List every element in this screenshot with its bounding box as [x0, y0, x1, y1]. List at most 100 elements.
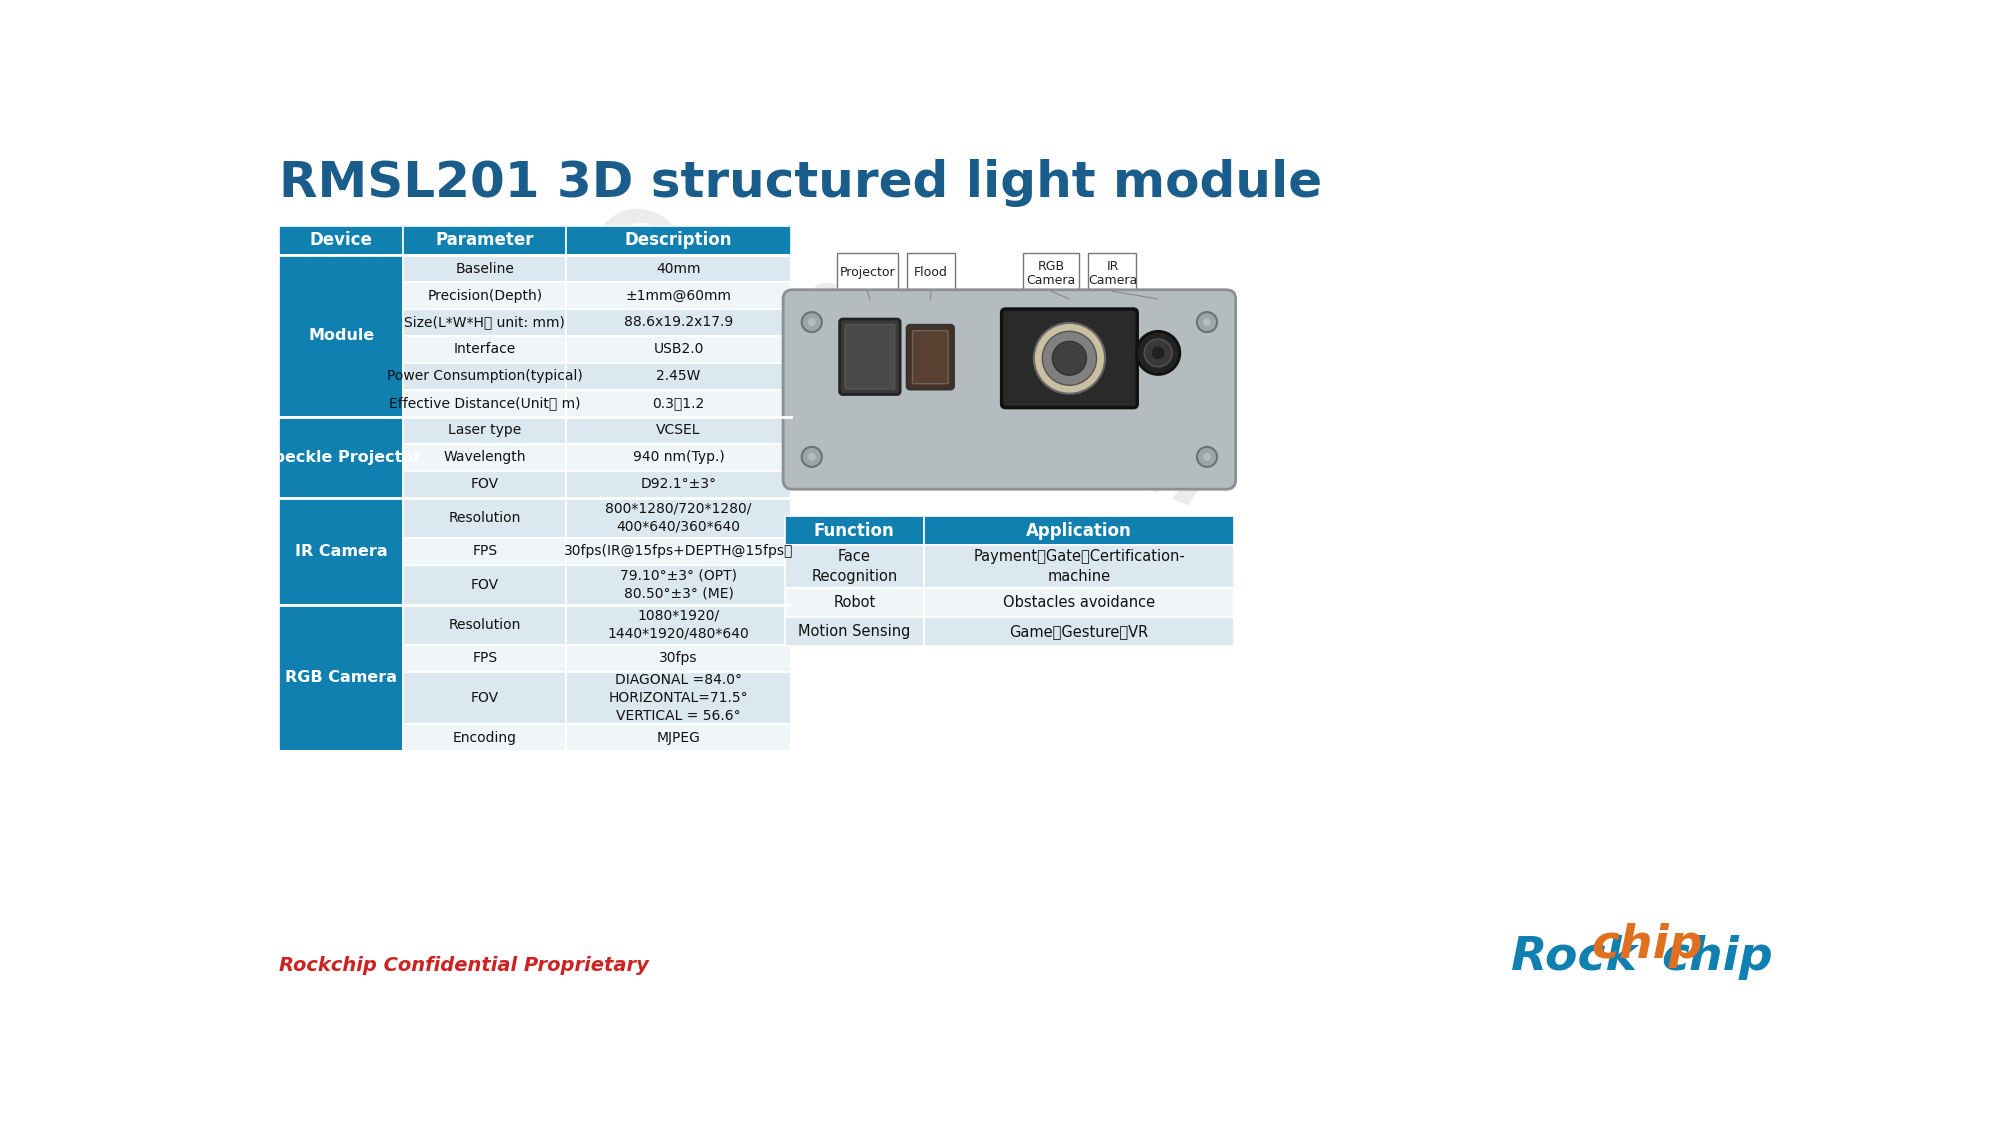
Bar — [404, 336, 565, 363]
Bar — [785, 587, 923, 616]
Text: Description: Description — [625, 232, 731, 250]
Bar — [923, 546, 1233, 587]
Circle shape — [1041, 332, 1097, 385]
Circle shape — [801, 447, 821, 467]
Text: 30fps(IR@15fps+DEPTH@15fps）: 30fps(IR@15fps+DEPTH@15fps） — [563, 544, 793, 558]
Bar — [404, 390, 565, 417]
Bar — [837, 253, 897, 291]
Circle shape — [1143, 339, 1171, 367]
Text: Interface: Interface — [454, 342, 515, 357]
Bar — [923, 616, 1233, 646]
Bar — [565, 497, 791, 538]
Text: Parameter: Parameter — [436, 232, 533, 250]
Text: 800*1280/720*1280/
400*640/360*640: 800*1280/720*1280/ 400*640/360*640 — [605, 502, 751, 533]
Text: Motion Sensing: Motion Sensing — [797, 624, 911, 639]
Circle shape — [807, 452, 815, 461]
Text: Encoding: Encoding — [452, 730, 515, 745]
Text: Camera: Camera — [1087, 274, 1137, 287]
Text: ±1mm@60mm: ±1mm@60mm — [625, 288, 731, 303]
Text: IR: IR — [1105, 260, 1119, 273]
Bar — [404, 724, 565, 752]
Text: Module: Module — [308, 328, 374, 343]
Text: Rock: Rock — [1510, 935, 1636, 980]
FancyBboxPatch shape — [839, 319, 899, 395]
Text: DIAGONAL =84.0°
HORIZONTAL=71.5°
VERTICAL = 56.6°: DIAGONAL =84.0° HORIZONTAL=71.5° VERTICA… — [607, 673, 747, 722]
Bar — [565, 417, 791, 443]
Bar — [1087, 253, 1137, 291]
Text: Effective Distance(Unit： m): Effective Distance(Unit： m) — [390, 396, 579, 411]
Bar — [404, 282, 565, 309]
Text: Device: Device — [310, 232, 372, 250]
Text: Camera: Camera — [1027, 274, 1075, 287]
Bar — [565, 672, 791, 724]
Bar — [404, 672, 565, 724]
Bar — [565, 390, 791, 417]
Bar — [404, 363, 565, 390]
Bar — [404, 497, 565, 538]
Bar — [280, 417, 404, 497]
Bar — [404, 255, 565, 282]
Bar — [404, 470, 565, 497]
Text: 0.3～1.2: 0.3～1.2 — [651, 396, 703, 411]
Bar — [565, 645, 791, 672]
Bar — [404, 417, 565, 443]
Text: Wavelength: Wavelength — [444, 450, 525, 465]
Text: USB2.0: USB2.0 — [653, 342, 703, 357]
Text: Function: Function — [813, 522, 895, 540]
Bar — [785, 616, 923, 646]
Text: 79.10°±3° (OPT)
80.50°±3° (ME): 79.10°±3° (OPT) 80.50°±3° (ME) — [619, 569, 737, 601]
Bar — [923, 516, 1233, 546]
Circle shape — [1197, 447, 1217, 467]
Bar — [280, 226, 404, 255]
Text: Payment、Gate、Certification-
machine: Payment、Gate、Certification- machine — [973, 549, 1185, 584]
Circle shape — [1033, 323, 1105, 394]
Bar — [785, 546, 923, 587]
Text: Resolution: Resolution — [448, 511, 521, 524]
Bar — [565, 255, 791, 282]
Text: Obstacles avoidance: Obstacles avoidance — [1003, 595, 1155, 610]
Circle shape — [1051, 341, 1087, 376]
Text: Baseline: Baseline — [456, 262, 513, 276]
Circle shape — [1201, 452, 1211, 461]
Bar — [565, 443, 791, 470]
Text: FOV: FOV — [470, 691, 500, 705]
Bar — [565, 605, 791, 645]
Text: IR Camera: IR Camera — [296, 543, 388, 559]
FancyBboxPatch shape — [1001, 309, 1137, 407]
Text: Resolution: Resolution — [448, 618, 521, 632]
Bar — [923, 587, 1233, 616]
Text: Speckle Projector: Speckle Projector — [262, 450, 422, 465]
Bar — [565, 282, 791, 309]
Bar — [404, 226, 565, 255]
Text: Precision(Depth): Precision(Depth) — [428, 288, 541, 303]
FancyBboxPatch shape — [845, 324, 895, 389]
Text: Game、Gesture、VR: Game、Gesture、VR — [1009, 624, 1149, 639]
Text: FOV: FOV — [470, 477, 500, 492]
Text: Projector: Projector — [839, 266, 895, 279]
Text: chip: chip — [1590, 922, 1702, 968]
FancyBboxPatch shape — [911, 331, 947, 384]
Text: 2.45W: 2.45W — [655, 369, 699, 384]
Bar — [565, 470, 791, 497]
Text: RGB: RGB — [1037, 260, 1065, 273]
Text: FPS: FPS — [472, 651, 498, 665]
Bar — [565, 309, 791, 336]
Circle shape — [807, 317, 815, 326]
Text: chip: chip — [1660, 935, 1772, 980]
Bar — [404, 605, 565, 645]
Text: 1080*1920/
1440*1920/480*640: 1080*1920/ 1440*1920/480*640 — [607, 609, 749, 640]
Circle shape — [801, 312, 821, 332]
Text: FPS: FPS — [472, 544, 498, 558]
Bar — [907, 253, 955, 291]
Text: RGB Camera: RGB Camera — [286, 670, 398, 685]
Text: RMSL201 3D structured light module: RMSL201 3D structured light module — [280, 159, 1323, 207]
Text: Rockchip Confidential Proprietary: Rockchip Confidential Proprietary — [280, 955, 649, 974]
Text: Power Consumption(typical): Power Consumption(typical) — [388, 369, 581, 384]
Text: 940 nm(Typ.): 940 nm(Typ.) — [631, 450, 723, 465]
FancyBboxPatch shape — [907, 325, 953, 389]
Bar — [280, 497, 404, 605]
Text: FOV: FOV — [470, 577, 500, 592]
Bar — [280, 255, 404, 417]
Text: Robot: Robot — [833, 595, 875, 610]
Text: 30fps: 30fps — [659, 651, 697, 665]
